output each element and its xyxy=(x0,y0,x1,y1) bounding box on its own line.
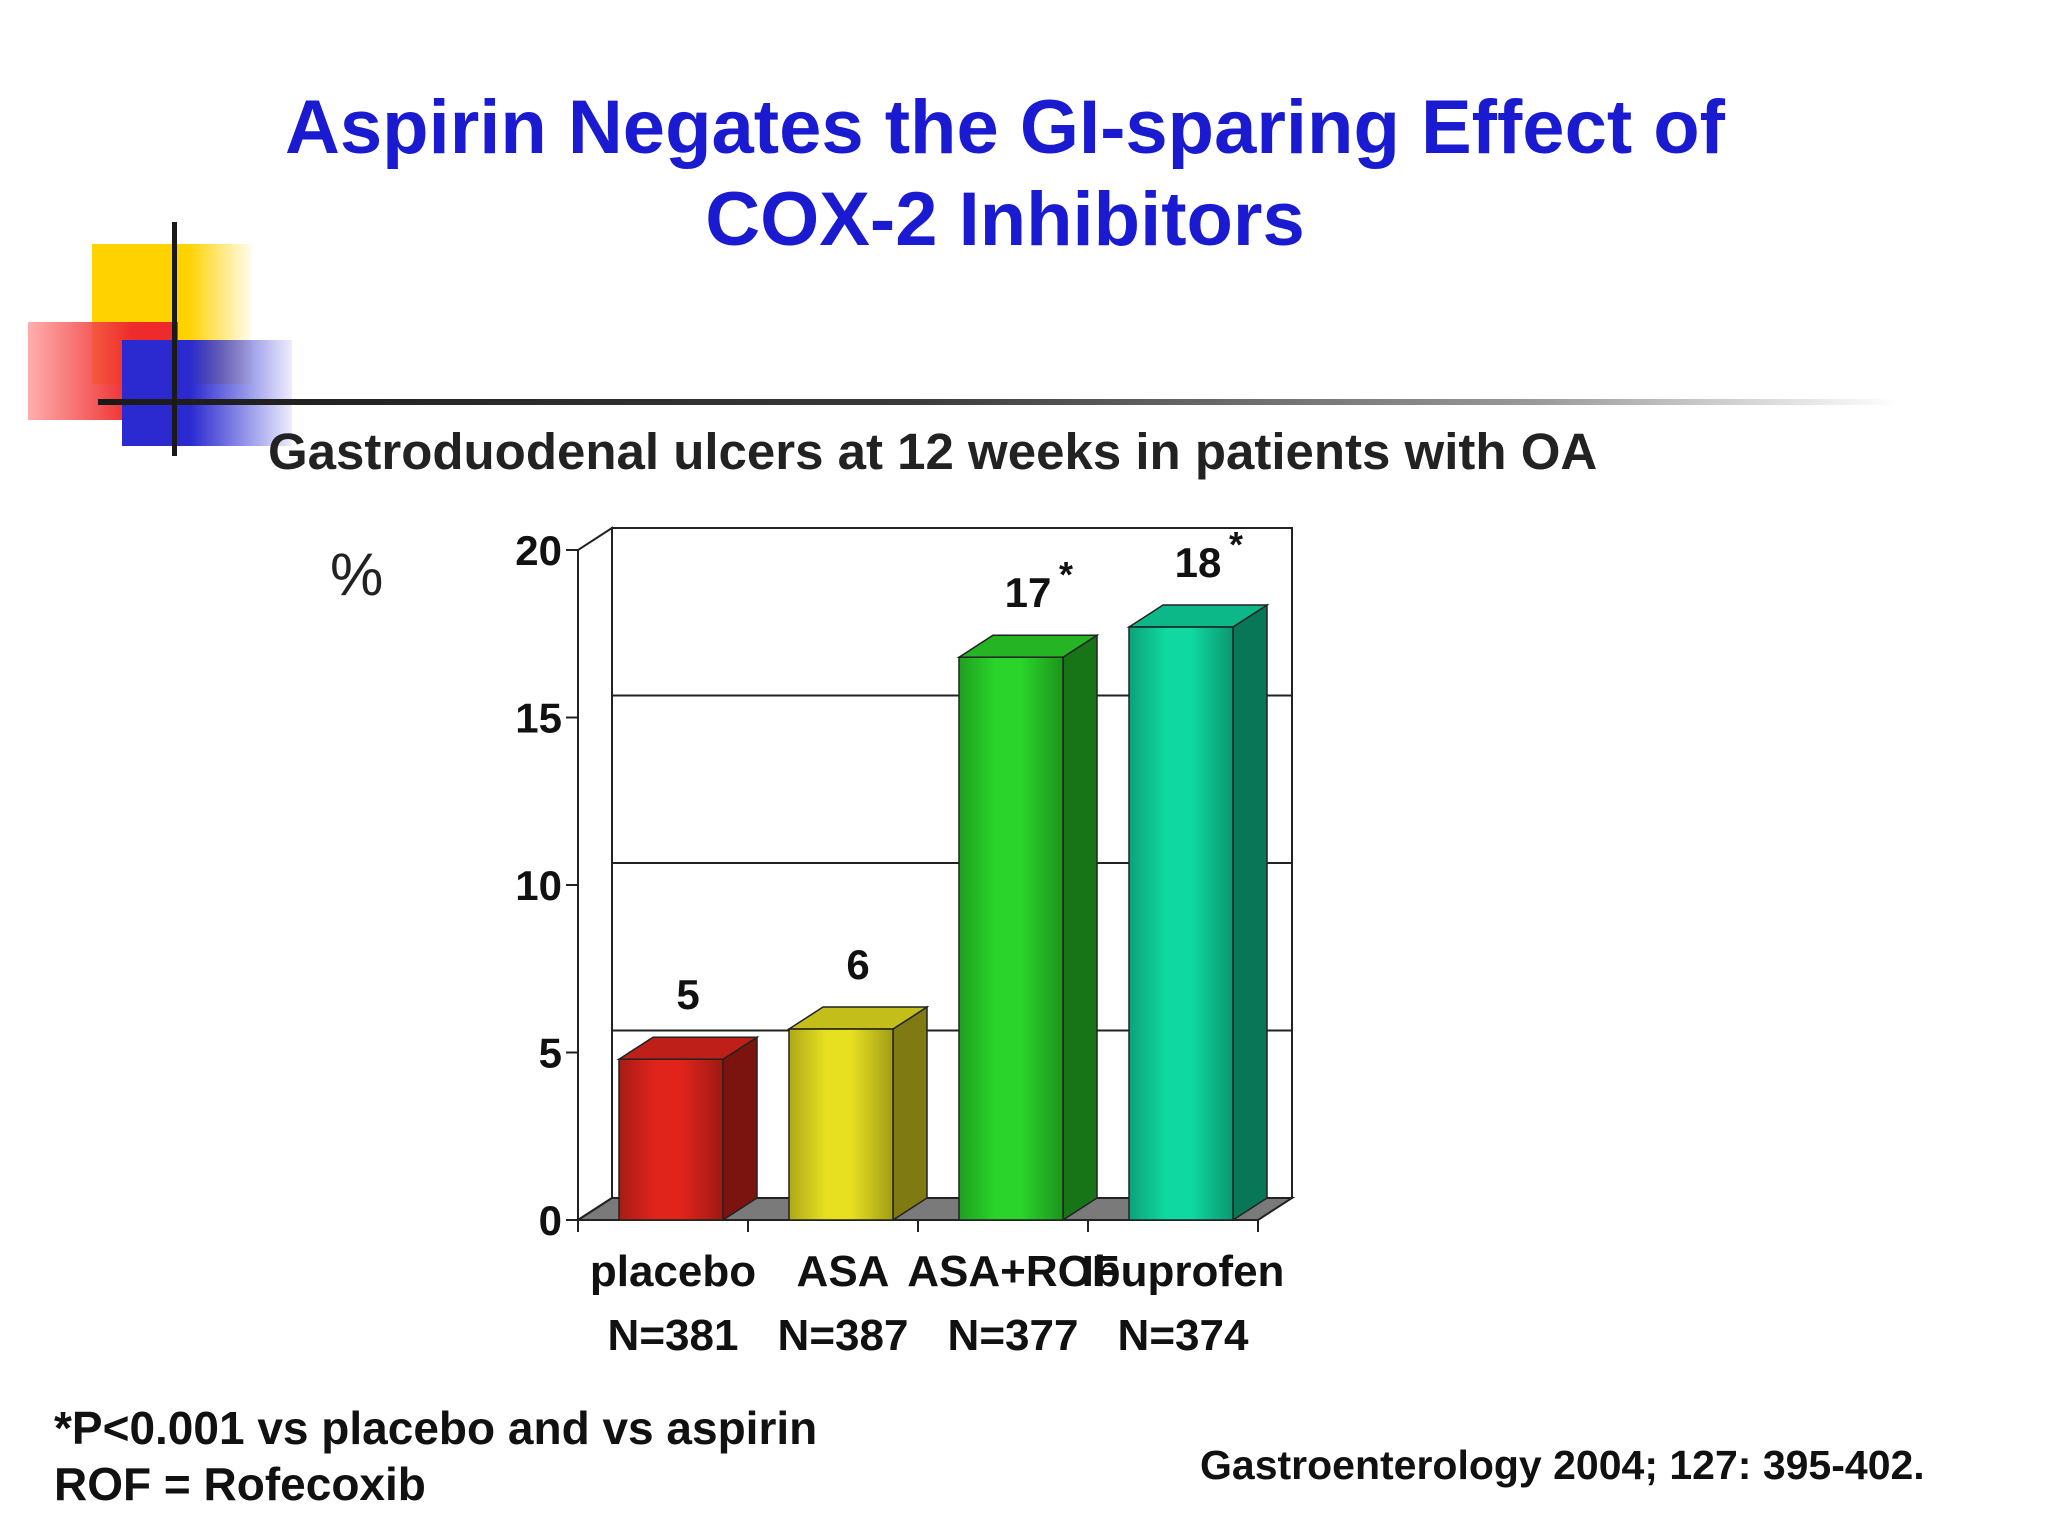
slide-title: Aspirin Negates the GI-sparing Effect of… xyxy=(0,82,2010,266)
x-sample-size-label: N=374 xyxy=(1118,1311,1249,1360)
decorative-vertical-line xyxy=(172,222,177,456)
data-label: 17 xyxy=(1005,569,1052,616)
data-label: 18 xyxy=(1175,539,1222,586)
footnote-significance: *P<0.001 vs placebo and vs aspirin xyxy=(54,1402,818,1454)
y-tick-label: 5 xyxy=(539,1030,562,1077)
bar-side xyxy=(1232,603,1268,1222)
footnote: *P<0.001 vs placebo and vs aspirin ROF =… xyxy=(54,1400,817,1512)
significance-marker: * xyxy=(1059,554,1073,595)
y-tick-label: 20 xyxy=(515,527,562,574)
bar xyxy=(618,1058,724,1221)
y-tick-label: 0 xyxy=(539,1197,562,1244)
x-category-label: placebo xyxy=(590,1247,756,1296)
decorative-blue-square xyxy=(122,340,292,446)
chart-subtitle: Gastroduodenal ulcers at 12 weeks in pat… xyxy=(268,423,1598,480)
bar xyxy=(788,1028,894,1221)
x-category-label: Ibuprofen xyxy=(1082,1247,1285,1296)
x-sample-size-label: N=377 xyxy=(948,1311,1079,1360)
footnote-abbreviation: ROF = Rofecoxib xyxy=(54,1458,426,1510)
data-label: 6 xyxy=(846,941,869,988)
significance-marker: * xyxy=(1229,524,1243,565)
title-line-2: COX-2 Inhibitors xyxy=(705,177,1305,262)
bar-side xyxy=(1062,633,1098,1222)
chart-side-wall xyxy=(577,526,613,1222)
y-tick-label: 10 xyxy=(515,862,562,909)
y-axis-unit-label: % xyxy=(330,541,384,608)
title-divider-line xyxy=(98,399,1898,405)
bar xyxy=(958,656,1064,1221)
citation: Gastroenterology 2004; 127: 395-402. xyxy=(1200,1442,1925,1488)
data-label: 5 xyxy=(676,971,699,1018)
x-category-label: ASA xyxy=(797,1247,890,1296)
x-category-label: ASA+ROF xyxy=(907,1247,1118,1296)
bar-side xyxy=(722,1035,758,1222)
title-line-1: Aspirin Negates the GI-sparing Effect of xyxy=(285,85,1725,170)
y-tick-label: 15 xyxy=(515,695,562,742)
x-sample-size-label: N=381 xyxy=(608,1311,739,1360)
x-sample-size-label: N=387 xyxy=(778,1311,909,1360)
bar xyxy=(1128,626,1234,1221)
bar-side xyxy=(892,1005,928,1222)
